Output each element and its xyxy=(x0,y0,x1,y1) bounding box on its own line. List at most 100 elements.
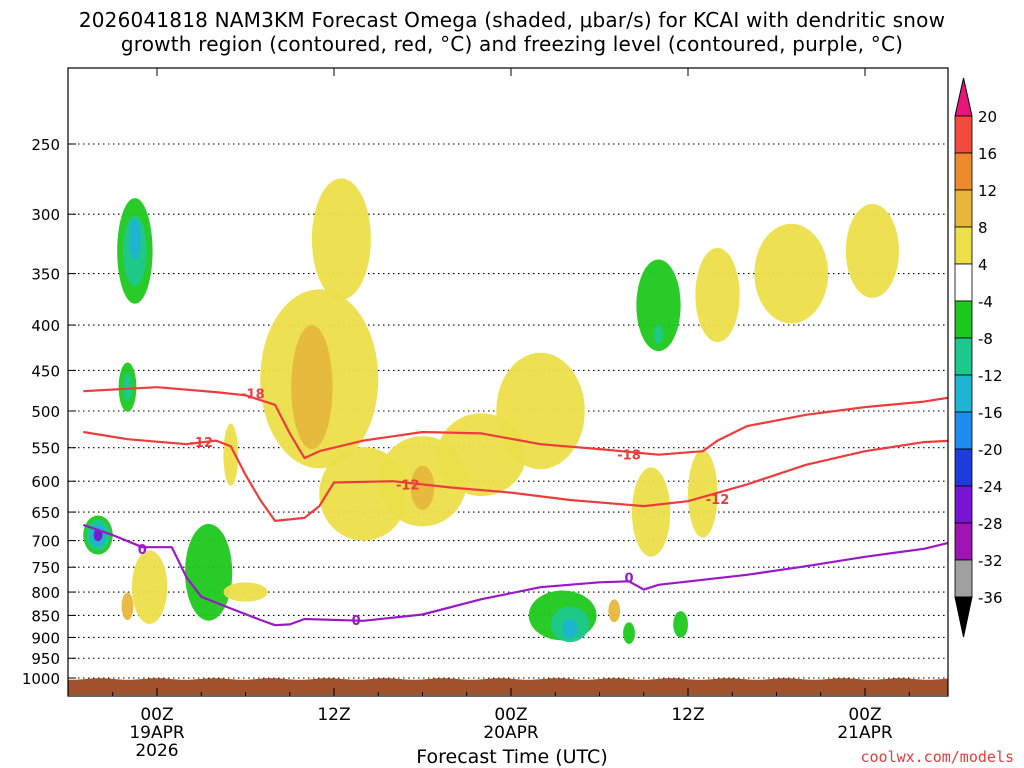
colorbar-swatch xyxy=(954,152,973,191)
colorbar-label: 16 xyxy=(978,145,997,163)
contour-label: 0 xyxy=(352,614,361,629)
temperature-contours: -18 -18 -12 -12 -12 0 0 0 xyxy=(82,386,948,629)
omega-blob xyxy=(223,582,268,602)
colorbar-swatch xyxy=(954,300,973,339)
plot-frame xyxy=(67,67,949,697)
omega-blob xyxy=(410,465,435,510)
y-tick-label: 700 xyxy=(31,533,60,551)
omega-shading xyxy=(83,178,899,644)
y-tick-label: 950 xyxy=(31,650,60,668)
ground-surface xyxy=(68,678,948,695)
contour-label: -12 xyxy=(190,436,214,451)
y-tick-label: 800 xyxy=(31,584,60,602)
omega-blob xyxy=(688,450,718,538)
y-tick-label: 600 xyxy=(31,473,60,491)
colorbar-label: 4 xyxy=(978,256,988,274)
x-tick-label: 00Z xyxy=(494,705,527,725)
colorbar-cap-bottom xyxy=(954,596,973,638)
y-tick-label: 750 xyxy=(31,559,60,577)
contour-line xyxy=(83,430,948,522)
y-tick-label: 900 xyxy=(31,629,60,647)
colorbar-swatch xyxy=(954,263,973,302)
colorbar-label: -8 xyxy=(978,330,993,348)
y-tick-label: 250 xyxy=(31,136,60,154)
x-tick-label: 00Z xyxy=(140,705,173,725)
contour-label: 0 xyxy=(624,571,633,586)
omega-blob xyxy=(654,325,663,344)
omega-blob xyxy=(93,528,103,542)
chart-title-line-1: 2026041818 NAM3KM Forecast Omega (shaded… xyxy=(78,8,946,32)
omega-blob xyxy=(845,204,899,298)
omega-blob xyxy=(608,599,621,623)
x-tick-year: 2026 xyxy=(135,741,178,761)
contour-line xyxy=(83,386,948,460)
omega-blob xyxy=(754,223,829,324)
y-tick-label: 650 xyxy=(31,504,60,522)
y-tick-label: 400 xyxy=(31,317,60,335)
credit-link[interactable]: coolwx.com/models xyxy=(860,748,1014,766)
colorbar-swatch xyxy=(954,115,973,154)
y-tick-label: 450 xyxy=(31,362,60,380)
y-tick-label: 300 xyxy=(31,206,60,224)
y-axis: 250 300 350 400 450 500 550 600 650 700 750 800 850 9… xyxy=(22,136,76,688)
contour-label: -12 xyxy=(396,478,420,493)
colorbar-label: -28 xyxy=(978,515,1003,533)
surface-fill xyxy=(68,678,948,695)
colorbar-swatch xyxy=(954,226,973,265)
omega-blob xyxy=(128,218,141,261)
omega-blob xyxy=(496,352,585,470)
colorbar-swatch xyxy=(954,559,973,598)
colorbar-label: 12 xyxy=(978,182,997,200)
x-tick-label: 00Z xyxy=(848,705,881,725)
x-tick-date: 21APR xyxy=(837,723,893,743)
omega-blob xyxy=(123,372,132,402)
colorbar-swatch xyxy=(954,374,973,413)
colorbar-swatch xyxy=(954,485,973,524)
colorbar-label: -4 xyxy=(978,293,993,311)
contour-label: -18 xyxy=(241,388,265,403)
colorbar-label: 8 xyxy=(978,219,988,237)
omega-blob xyxy=(673,611,688,638)
omega-blob xyxy=(121,592,134,621)
colorbar-legend: 20 16 12 8 4 -4 -8 -12 -16 -20 -24 -28 -32 -36 xyxy=(954,77,1003,638)
omega-blob xyxy=(291,325,333,450)
colorbar-swatch xyxy=(954,337,973,376)
omega-blob xyxy=(185,523,233,621)
contour-line xyxy=(82,523,948,627)
y-tick-label: 500 xyxy=(31,403,60,421)
y-tick-label: 350 xyxy=(31,266,60,284)
omega-blob xyxy=(223,423,239,486)
omega-blob xyxy=(631,467,671,557)
x-tick-date: 20APR xyxy=(483,723,539,743)
colorbar-label: -36 xyxy=(978,589,1003,607)
y-tick-label: 550 xyxy=(31,440,60,458)
colorbar-swatch xyxy=(954,411,973,450)
omega-blob xyxy=(695,247,740,343)
colorbar-label: -32 xyxy=(978,552,1003,570)
colorbar-swatch xyxy=(954,189,973,228)
omega-blob xyxy=(623,622,635,644)
y-tick-label: 850 xyxy=(31,607,60,625)
colorbar-label: -12 xyxy=(978,367,1003,385)
x-tick-label: 12Z xyxy=(671,705,704,725)
colorbar-label: -24 xyxy=(978,478,1003,496)
colorbar-label: -16 xyxy=(978,404,1003,422)
colorbar-swatch xyxy=(954,522,973,561)
contour-label: -18 xyxy=(617,449,641,464)
omega-blob xyxy=(131,550,168,624)
contour-label: 0 xyxy=(138,543,147,558)
colorbar-swatch xyxy=(954,448,973,487)
omega-blob xyxy=(311,178,371,300)
colorbar-cap-top xyxy=(954,77,973,117)
chart-title-line-2: growth region (contoured, red, °C) and f… xyxy=(120,32,904,56)
colorbar-label: -20 xyxy=(978,441,1003,459)
colorbar-label: 20 xyxy=(978,108,997,126)
omega-blob xyxy=(636,259,681,352)
y-tick-label: 1000 xyxy=(22,670,60,688)
omega-blob xyxy=(562,618,578,639)
x-axis-title: Forecast Time (UTC) xyxy=(416,746,608,768)
x-tick-label: 12Z xyxy=(317,705,350,725)
x-tick-date: 19APR xyxy=(129,723,185,743)
